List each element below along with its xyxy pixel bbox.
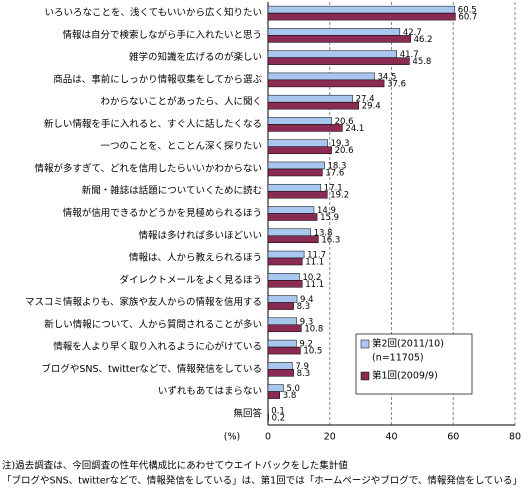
value-label: 10.8	[304, 324, 323, 334]
y-tick-label: 情報が多すぎて、どれを信用したらいいかわからない	[34, 162, 262, 174]
bar	[268, 340, 296, 347]
legend-label: 第1回(2009/9)	[372, 370, 438, 382]
y-tick-label: わからないことがあったら、人に聞く	[100, 96, 262, 108]
value-label: 8.3	[297, 369, 311, 379]
value-label: 11.1	[305, 258, 324, 268]
value-label: 11.1	[305, 280, 324, 290]
legend-label: 第2回(2011/10)	[372, 338, 444, 350]
bar	[268, 214, 317, 221]
note: 「ブログやSNS、twitterなどで、情報発信をしている」は、第1回では「ホー…	[2, 475, 522, 487]
bar	[268, 347, 300, 354]
bar	[268, 251, 304, 258]
y-tick-label: 情報が信用できるかどうかを見極められるほう	[63, 207, 262, 219]
bar	[268, 207, 314, 214]
bar	[268, 73, 375, 80]
bar	[268, 13, 455, 20]
y-tick-label: 情報は、人から教えられるほう	[129, 252, 262, 264]
value-label: 15.9	[320, 213, 339, 223]
value-label: 0.2	[272, 413, 286, 423]
y-tick-label: ブログやSNS、twitterなどで、情報発信をしている	[41, 363, 262, 375]
legend-swatch	[361, 340, 369, 348]
bar	[268, 362, 292, 369]
x-tick-label: 20	[324, 432, 336, 443]
y-tick-label: 一つのことを、とことん深く探りたい	[100, 140, 262, 152]
value-label: 3.8	[283, 391, 297, 401]
bar	[268, 169, 322, 176]
bar	[268, 28, 400, 35]
y-tick-label: 情報は多ければ多いほどいい	[138, 229, 262, 241]
y-tick-label: いろいろなことを、浅くてもいいから広く知りたい	[44, 7, 262, 19]
bar	[268, 124, 342, 131]
bar	[268, 273, 299, 280]
bar	[268, 318, 297, 325]
value-label: 20.6	[335, 146, 354, 156]
value-label: 16.3	[321, 235, 340, 245]
bar	[268, 117, 332, 124]
value-label: 10.5	[303, 347, 322, 357]
value-label: 17.6	[325, 168, 344, 178]
legend-swatch	[361, 372, 369, 380]
value-label: 60.7	[458, 13, 477, 23]
bar	[268, 140, 328, 147]
y-tick-label: 新しい情報について、人から質問されることが多い	[44, 318, 262, 330]
bar	[268, 51, 397, 58]
bar	[268, 414, 269, 421]
bar	[268, 280, 302, 287]
x-unit: (%)	[224, 432, 240, 443]
bar	[268, 35, 411, 42]
value-label: 19.2	[330, 191, 349, 201]
bar	[268, 258, 302, 265]
value-label: 24.1	[345, 124, 364, 134]
y-tick-label: マスコミ情報よりも、家族や友人からの情報を信用する	[25, 296, 262, 308]
legend-note: (n=11705)	[372, 353, 424, 364]
x-tick-label: 40	[385, 432, 397, 443]
note: 注)過去調査は、今回調査の性年代構成比にあわせてウエイトバックをした集計値	[2, 460, 348, 472]
y-tick-label: いずれもあてはまらない	[158, 386, 262, 397]
bar	[268, 229, 311, 236]
bar	[268, 303, 294, 310]
value-label: 29.4	[362, 102, 381, 112]
x-tick-label: 80	[509, 432, 521, 443]
x-tick-label: 60	[447, 432, 459, 443]
y-tick-label: 商品は、事前にしっかり情報収集をしてから選ぶ	[53, 73, 262, 85]
bar	[268, 147, 332, 154]
x-tick-label: 0	[265, 432, 271, 443]
bar	[268, 325, 301, 332]
value-label: 45.8	[412, 57, 431, 67]
value-label: 8.3	[297, 302, 311, 312]
bar	[268, 80, 384, 87]
bar	[268, 184, 321, 191]
y-tick-label: ダイレクトメールをよく見るほう	[119, 274, 262, 286]
bar	[268, 296, 297, 303]
bar	[268, 369, 294, 376]
bar	[268, 162, 325, 169]
value-label: 37.6	[387, 79, 406, 89]
y-tick-label: 新しい情報を手に入れると、すぐ人に話したくなる	[44, 118, 262, 130]
y-tick-label: 情報は自分で検索しながら手に入れたいと思う	[62, 29, 262, 41]
bar	[268, 385, 283, 392]
bar	[268, 102, 359, 109]
y-tick-label: 無回答	[233, 407, 262, 419]
bar	[268, 191, 327, 198]
bar	[268, 236, 318, 243]
y-tick-label: 情報を人より早く取り入れるように心がけている	[53, 341, 262, 353]
value-label: 46.2	[414, 35, 433, 45]
y-tick-label: 新聞・雑誌は話題についていくために読む	[82, 185, 262, 197]
bar	[268, 6, 455, 13]
bar	[268, 58, 409, 65]
bar	[268, 95, 353, 102]
y-tick-label: 雑学の知識を広げるのが楽しい	[129, 51, 262, 63]
bar	[268, 392, 280, 399]
